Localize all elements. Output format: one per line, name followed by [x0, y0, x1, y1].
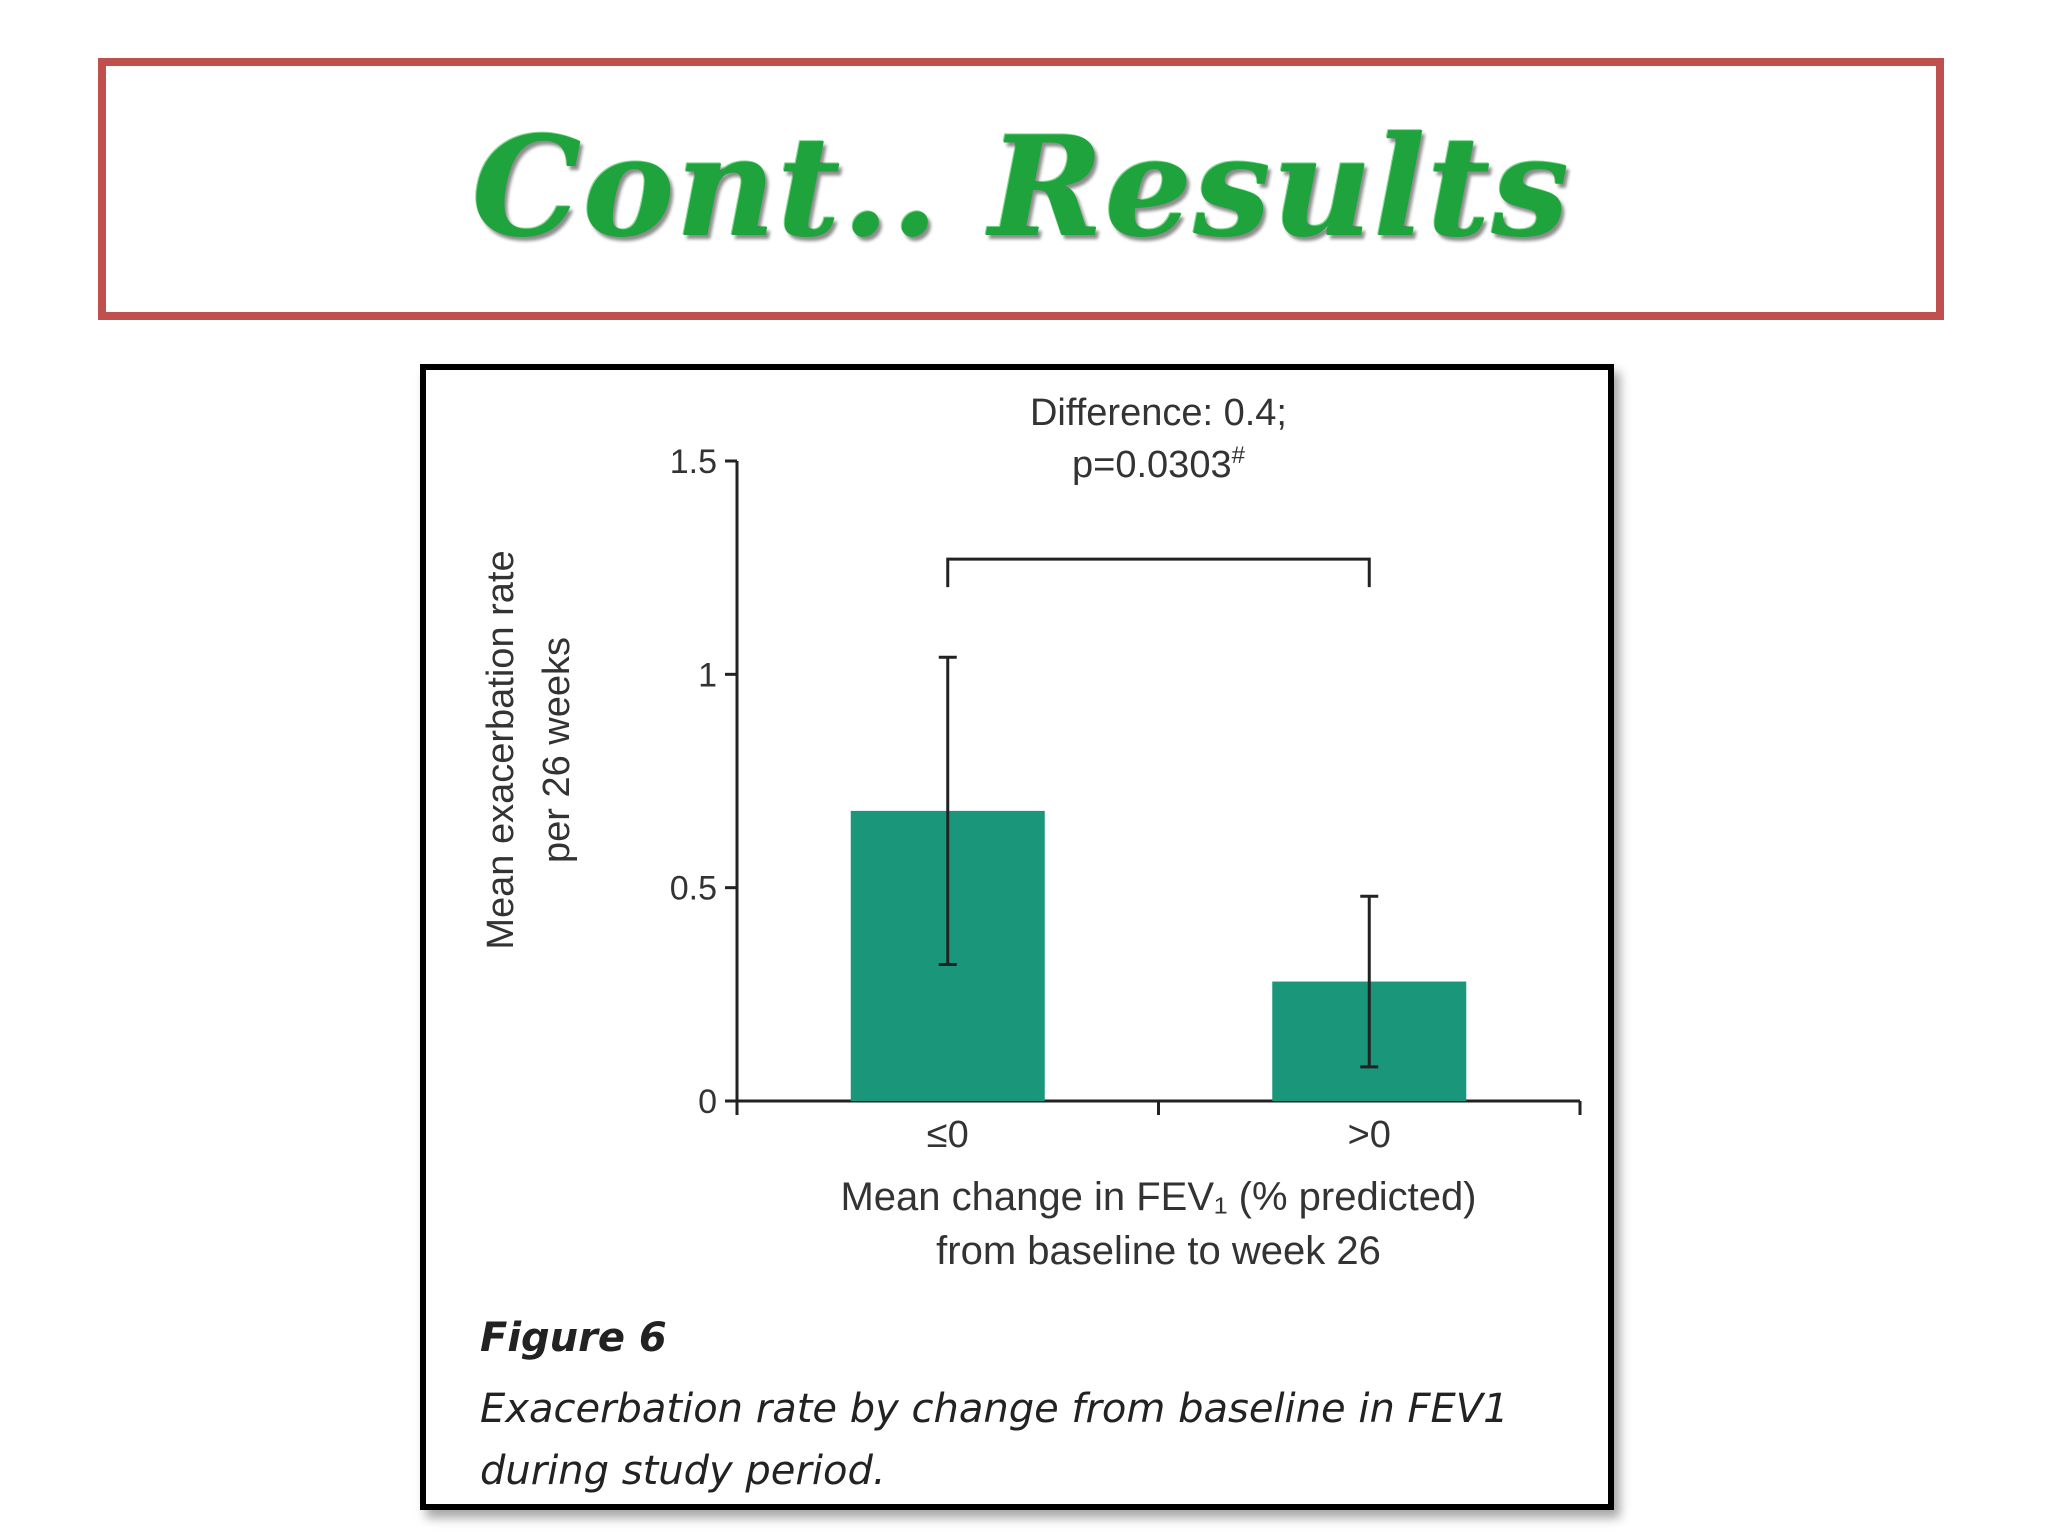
- x-category-label: ≤0: [927, 1114, 969, 1156]
- y-tick-label: 0.5: [670, 870, 717, 908]
- title-banner: Cont.. Results: [98, 58, 1944, 320]
- p-value-text: p=0.0303: [1072, 444, 1232, 486]
- difference-annotation: Difference: 0.4;: [1030, 392, 1287, 434]
- figure-frame: 0 0.5 1 1.5 ≤0 >0 Difference: 0.4; p=0.0303# Me…: [420, 364, 1614, 1510]
- x-axis-title-line1: Mean change in FEV₁ (% predicted): [840, 1175, 1476, 1219]
- slide-title: Cont.. Results: [471, 104, 1571, 268]
- x-category-label: >0: [1348, 1114, 1391, 1156]
- p-value-superscript: #: [1232, 442, 1246, 469]
- y-tick-label: 0: [698, 1083, 717, 1121]
- y-axis-title-line2: per 26 weeks: [536, 637, 578, 863]
- y-tick-label: 1.5: [670, 443, 717, 481]
- bar-chart: 0 0.5 1 1.5 ≤0 >0 Difference: 0.4; p=0.0303# Me…: [480, 392, 1582, 1273]
- figure-caption: Exacerbation rate by change from baselin…: [480, 1386, 1509, 1494]
- figure-label: Figure 6: [480, 1315, 667, 1361]
- p-value-annotation: p=0.0303#: [1072, 442, 1246, 486]
- comparison-bracket: [946, 557, 1371, 588]
- y-axis-title-line1: Mean exacerbation rate: [480, 550, 522, 949]
- x-axis-title-line2: from baseline to week 26: [936, 1229, 1381, 1273]
- y-tick-label: 1: [698, 656, 717, 694]
